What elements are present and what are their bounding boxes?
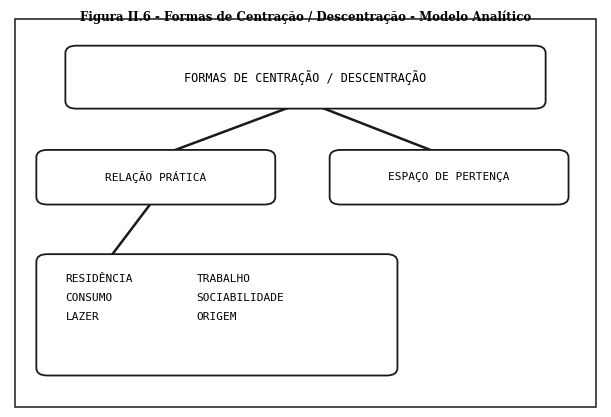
Text: FORMAS DE CENTRAÇÃO / DESCENTRAÇÃO: FORMAS DE CENTRAÇÃO / DESCENTRAÇÃO <box>185 70 426 85</box>
Text: RELAÇÃO PRÁTICA: RELAÇÃO PRÁTICA <box>105 171 207 183</box>
FancyBboxPatch shape <box>65 46 546 109</box>
FancyBboxPatch shape <box>330 150 568 205</box>
FancyBboxPatch shape <box>37 150 275 205</box>
Text: ESPAÇO DE PERTENÇA: ESPAÇO DE PERTENÇA <box>389 172 510 182</box>
FancyBboxPatch shape <box>15 19 596 407</box>
Text: RESIDÊNCIA
CONSUMO
LAZER: RESIDÊNCIA CONSUMO LAZER <box>65 274 133 322</box>
Text: Figura II.6 - Formas de Centração / Descentração - Modelo Analítico: Figura II.6 - Formas de Centração / Desc… <box>80 10 531 24</box>
FancyBboxPatch shape <box>36 254 398 376</box>
Text: TRABALHO
SOCIABILIDADE
ORIGEM: TRABALHO SOCIABILIDADE ORIGEM <box>197 274 284 322</box>
